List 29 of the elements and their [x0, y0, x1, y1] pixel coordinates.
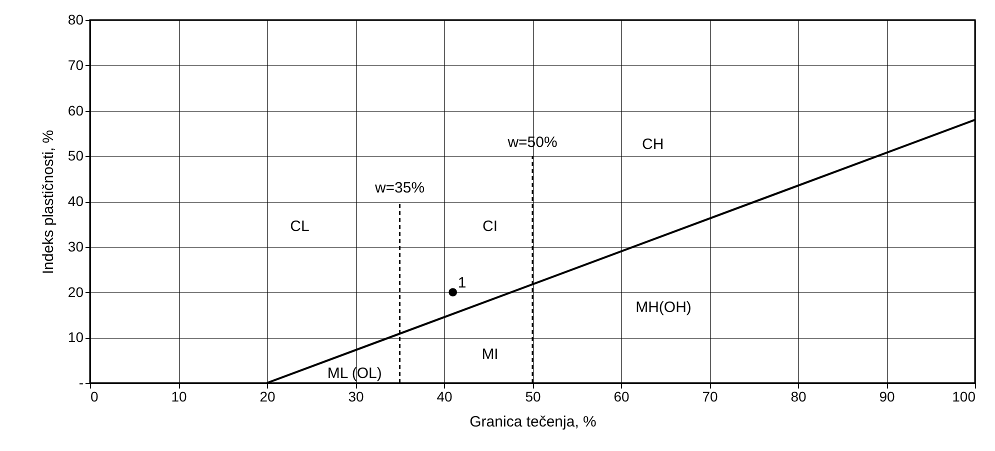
y-tick-label: 30 — [68, 238, 84, 254]
annotation: 1 — [458, 274, 466, 292]
y-tick-label: 60 — [68, 102, 84, 118]
x-tick-label: 50 — [525, 388, 541, 404]
annotation: CL — [290, 218, 310, 235]
x-tick-label: 40 — [436, 388, 452, 404]
x-tick-label: 90 — [879, 388, 895, 404]
annotation: CI — [482, 218, 498, 235]
y-tick-label: 40 — [68, 193, 84, 209]
x-tick-label: 60 — [614, 388, 630, 404]
y-tick-label: 10 — [68, 329, 84, 346]
x-tick-label: 0 — [90, 388, 98, 404]
annotation: w=35% — [374, 180, 425, 196]
y-tick-label: - — [78, 374, 84, 390]
y-axis-title: Indeks plastičnosti, % — [40, 130, 57, 274]
x-tick-label: 80 — [790, 388, 806, 404]
x-tick-label: 20 — [260, 388, 276, 404]
y-tick-label: 70 — [68, 56, 84, 73]
annotation: CH — [642, 136, 664, 154]
y-tick-label: 20 — [68, 284, 84, 300]
annotation: MI — [482, 346, 498, 363]
x-tick-label: 30 — [348, 388, 364, 404]
x-tick-label: 70 — [702, 388, 718, 404]
x-axis-title: Granica tečenja, % — [470, 414, 596, 430]
y-tick-label: 50 — [68, 148, 84, 164]
x-tick-label: 10 — [171, 388, 187, 404]
y-tick-label: 80 — [68, 12, 84, 28]
x-tick-label: 100 — [952, 388, 976, 404]
annotation: MH(OH) — [636, 298, 692, 316]
